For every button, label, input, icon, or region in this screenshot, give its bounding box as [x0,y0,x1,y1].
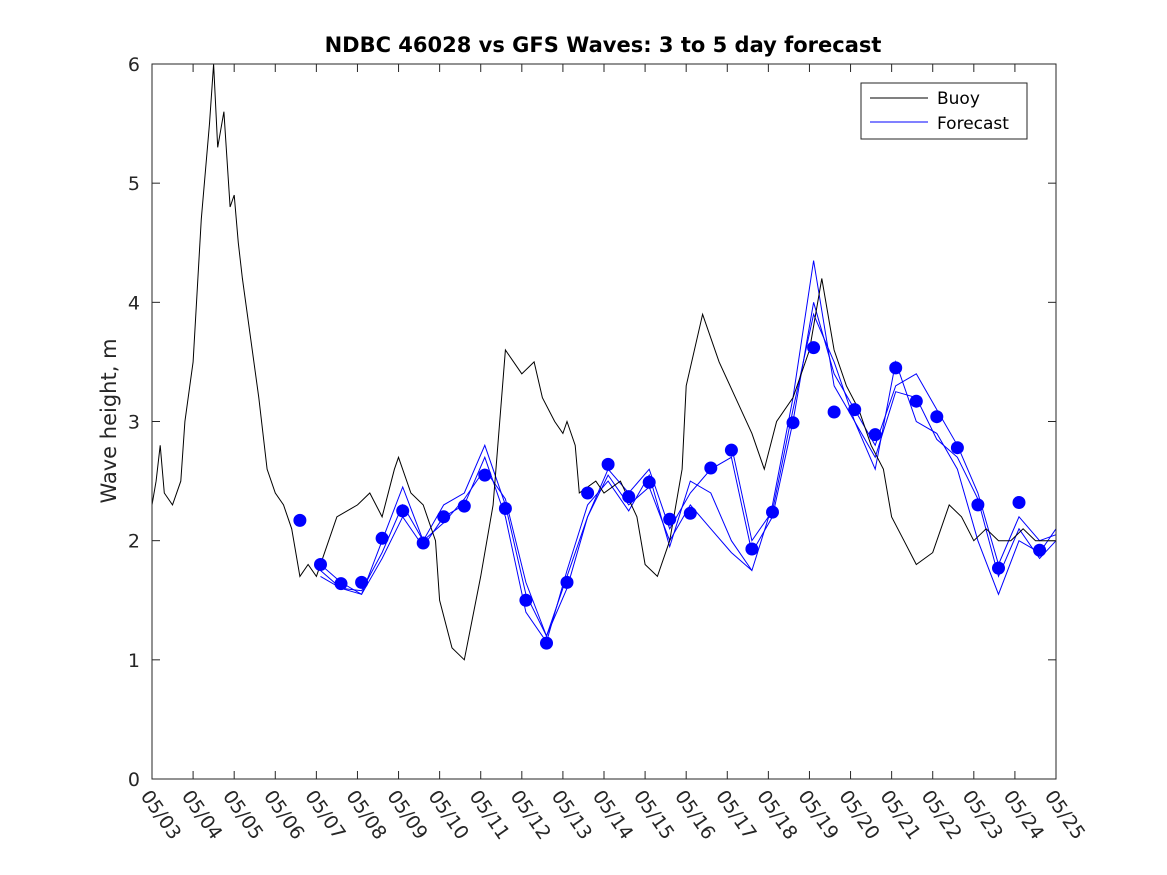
forecast-point [375,531,389,545]
chart-title: NDBC 46028 vs GFS Waves: 3 to 5 day fore… [325,33,882,57]
legend: Buoy Forecast [860,82,1028,140]
y-axis-label: Wave height, m [97,338,121,503]
forecast-point [950,441,964,455]
forecast-run-line-3 [320,302,1057,638]
x-tick-label: 05/07 [300,786,349,843]
forecast-point [1012,496,1026,509]
forecast-point [827,405,841,419]
x-tick-label: 05/15 [629,786,678,843]
x-tick-label: 05/25 [1040,786,1089,843]
forecast-run-line-2 [320,260,1057,644]
y-tick-label: 2 [128,531,140,553]
forecast-point [396,504,410,518]
forecast-point [519,593,533,607]
forecast-point [909,394,923,408]
forecast-point [971,498,985,512]
forecast-point [786,416,800,430]
x-tick-label: 05/22 [917,786,966,843]
forecast-point [560,575,574,589]
x-tick-label: 05/17 [711,786,760,843]
x-tick-label: 05/18 [752,786,801,843]
forecast-point [293,513,307,527]
forecast-point [807,341,821,355]
x-tick-label: 05/05 [218,786,267,843]
forecast-point [457,499,471,513]
axes-box [151,63,1057,780]
forecast-point [642,475,656,489]
forecast-point [437,510,451,524]
forecast-point [581,486,595,500]
forecast-point [992,561,1005,575]
forecast-point [355,575,369,589]
forecast-point [498,502,512,515]
forecast-run-line-4 [730,312,1057,578]
forecast-point [663,512,677,526]
legend-label-forecast: Forecast [937,114,1009,134]
x-tick-label: 05/16 [670,786,719,843]
plot-area [151,63,1057,661]
forecast-point [334,577,348,591]
x-tick-label: 05/12 [506,786,555,843]
buoy-series-line [151,63,1056,661]
forecast-point [848,403,862,417]
x-tick-label: 05/10 [424,786,473,843]
forecast-point [704,461,718,475]
x-tick-label: 05/23 [958,786,1007,843]
forecast-point [622,490,636,504]
x-tick-label: 05/20 [834,786,883,843]
y-tick-label: 6 [128,54,140,76]
y-tick-label: 0 [128,769,140,791]
x-tick-label: 05/09 [382,786,431,843]
forecast-point [1033,543,1047,557]
forecast-point [314,558,327,571]
x-tick-label: 05/08 [341,786,390,843]
y-tick-label: 3 [128,412,140,434]
x-tick-label: 05/19 [793,786,842,843]
y-tick-label: 5 [128,173,140,195]
forecast-point [683,506,697,520]
y-tick-label: 1 [128,650,140,672]
legend-label-buoy: Buoy [937,89,980,109]
y-tick-label: 4 [128,292,140,314]
forecast-point [868,428,882,442]
x-tick-label: 05/24 [999,786,1048,843]
x-tick-label: 05/04 [177,786,226,843]
x-tick-label: 05/11 [465,786,514,843]
forecast-point [889,361,903,375]
forecast-point [745,542,759,556]
forecast-point [724,443,738,457]
x-tick-label: 05/21 [876,786,925,843]
x-tick-label: 05/06 [259,786,308,843]
forecast-point [930,410,944,424]
forecast-point [478,468,492,482]
legend-box [860,82,1028,140]
x-tick-label: 05/13 [547,786,596,843]
forecast-point [540,636,553,650]
forecast-point [766,505,779,519]
forecast-point [601,457,615,471]
forecast-point [416,536,430,550]
forecast-run-line-1 [320,468,753,638]
x-tick-label: 05/03 [136,786,185,843]
x-tick-label: 05/14 [588,786,637,843]
